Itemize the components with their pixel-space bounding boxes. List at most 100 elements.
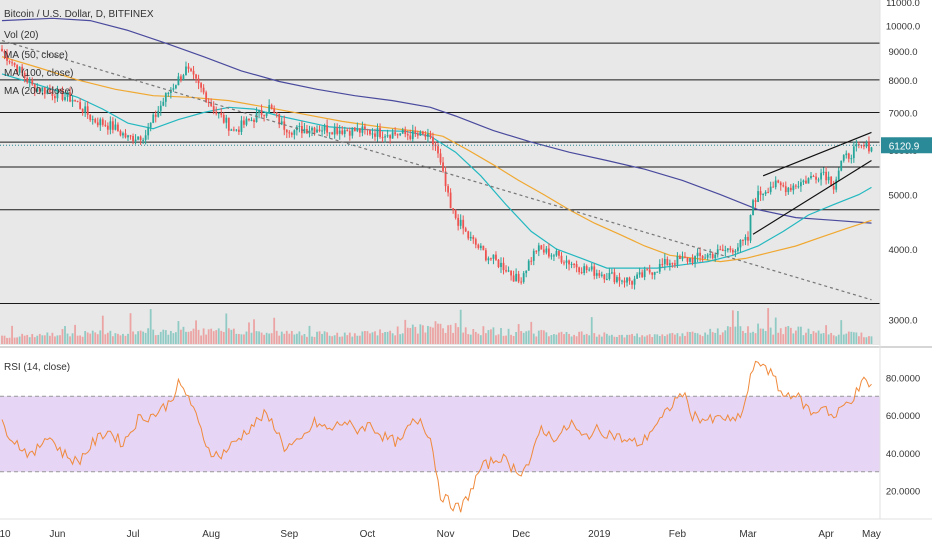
volume-bar	[437, 323, 439, 344]
candle-body	[822, 171, 825, 173]
time-tick-label: Jul	[127, 529, 140, 540]
candle-body	[222, 114, 225, 123]
candle-body	[734, 250, 737, 253]
volume-bar	[553, 334, 555, 344]
candle-body	[626, 277, 628, 283]
volume-bar	[658, 335, 661, 344]
volume-bar	[726, 326, 729, 344]
candle-body	[371, 133, 374, 135]
volume-bar	[333, 335, 336, 344]
candle-body	[263, 115, 266, 117]
indicator-label-ma100[interactable]: MA (100, close)	[4, 68, 73, 79]
candle-body	[84, 106, 87, 113]
volume-bar	[1, 335, 3, 344]
candle-body	[595, 273, 598, 276]
volume-bar	[23, 335, 26, 344]
volume-bar	[598, 334, 601, 344]
candle-body	[439, 153, 442, 163]
volume-bar	[109, 330, 112, 344]
volume-bar	[865, 337, 868, 344]
candle-body	[36, 87, 39, 92]
volume-bar	[59, 335, 61, 344]
candle-body	[555, 250, 558, 256]
volume-bar	[709, 328, 712, 344]
candle-body	[298, 125, 301, 127]
candle-body	[724, 250, 727, 252]
candle-body	[522, 273, 525, 282]
volume-bar	[674, 334, 676, 344]
volume-bar	[374, 331, 376, 344]
volume-bar	[396, 326, 399, 344]
volume-bar	[623, 337, 626, 344]
volume-bar	[243, 334, 245, 344]
volume-bar	[754, 333, 757, 344]
price-tick-label: 9000.0	[888, 47, 917, 58]
candle-body	[590, 266, 593, 270]
rsi-axis[interactable]: 20.0000 40.0000 60.0000 80.0000	[886, 373, 920, 497]
rsi-title[interactable]: RSI (14, close)	[4, 362, 70, 373]
volume-bar	[542, 330, 545, 344]
indicator-label-volume[interactable]: Vol (20)	[4, 30, 38, 41]
volume-bar	[132, 331, 134, 344]
volume-bar	[366, 331, 369, 344]
candle-body	[658, 264, 661, 272]
volume-bar	[358, 335, 361, 344]
candle-body	[789, 187, 792, 191]
volume-bar	[106, 332, 109, 344]
indicator-label-ma50[interactable]: MA (50, close)	[4, 50, 68, 61]
volume-bar	[96, 334, 99, 344]
volume-bar	[626, 334, 628, 344]
volume-bar	[270, 333, 273, 344]
volume-bar	[283, 333, 286, 344]
volume-bar	[621, 334, 623, 344]
candle-body	[356, 128, 359, 132]
candle-body	[273, 108, 276, 113]
candles	[1, 45, 873, 290]
candle-body	[180, 76, 182, 80]
indicator-label-ma200[interactable]: MA (200, close)	[4, 86, 73, 97]
candle-body	[699, 252, 702, 256]
candle-body	[752, 200, 754, 216]
candle-body	[598, 273, 601, 276]
volume-bar	[306, 336, 308, 344]
candle-body	[106, 125, 109, 130]
candle-body	[739, 239, 742, 248]
candle-body	[379, 128, 381, 138]
symbol-title[interactable]: Bitcoin / U.S. Dollar, D, BITFINEX	[4, 9, 154, 20]
candle-body	[588, 269, 591, 271]
volume-bar	[76, 335, 79, 344]
candle-body	[684, 256, 686, 258]
volume-bar	[794, 330, 797, 344]
candle-body	[726, 248, 729, 251]
volume-bar	[41, 335, 44, 344]
candle-body	[132, 135, 134, 142]
volume-bar	[822, 333, 825, 344]
candle-body	[656, 271, 659, 273]
time-axis[interactable]: 10 Jun Jul Aug Sep Oct Nov Dec 2019 Feb Mar Apr May	[0, 529, 881, 540]
channel-line	[752, 160, 872, 235]
volume-bar	[162, 329, 165, 344]
volume-bar	[512, 336, 515, 344]
volume-bar	[517, 324, 520, 344]
volume-bar	[260, 332, 263, 344]
candle-body	[348, 130, 351, 136]
volume-bar	[787, 325, 790, 344]
volume-bar	[772, 334, 775, 344]
volume-bar	[855, 332, 858, 344]
volume-bar	[361, 331, 364, 344]
volume-bar	[167, 334, 170, 344]
volume-bar	[139, 330, 142, 344]
candle-body	[636, 274, 638, 279]
candle-body	[749, 215, 752, 241]
candle-body	[260, 109, 263, 116]
volume-bar	[802, 335, 805, 344]
volume-bar	[122, 333, 124, 344]
candle-body	[268, 105, 271, 113]
candle-body	[341, 130, 344, 134]
volume-bar	[671, 332, 674, 344]
volume-bar	[706, 334, 709, 344]
volume-bar	[197, 329, 200, 344]
candle-body	[641, 272, 644, 278]
candle-body	[33, 84, 36, 92]
